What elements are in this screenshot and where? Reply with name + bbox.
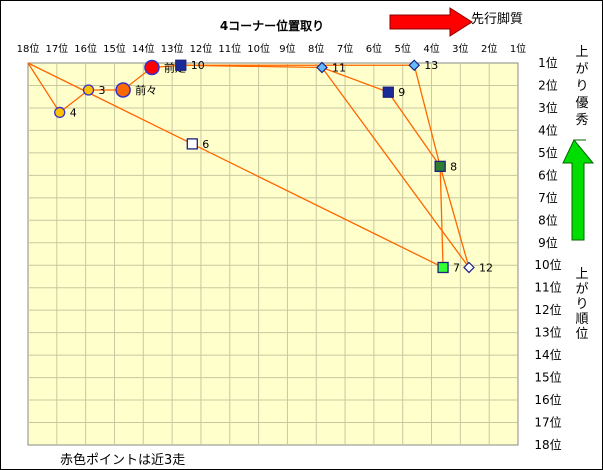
x-tick-label: 5位 [395, 42, 411, 55]
data-point [175, 59, 187, 71]
y-tick-label: 8位 [538, 212, 558, 227]
svg-text:上: 上 [575, 267, 588, 282]
x-tick-label: 16位 [74, 42, 97, 55]
y-tick-label: 12位 [534, 302, 561, 317]
x-tick-label: 7位 [337, 42, 353, 55]
y-tick-label: 14位 [534, 347, 561, 362]
y-tick-label: 11位 [534, 280, 561, 295]
x-tick-label: 11位 [218, 42, 241, 55]
arrow-right-icon [389, 7, 473, 37]
x-tick-label: 4位 [423, 42, 439, 55]
y-tick-label: 17位 [534, 415, 561, 430]
chart-title: 4コーナー位置取り [220, 18, 324, 33]
data-point [463, 261, 475, 274]
arrow-up-icon [562, 139, 595, 241]
x-tick-label: 17位 [45, 42, 68, 55]
data-point-label: 8 [450, 160, 457, 173]
y-tick-label: 5位 [538, 145, 558, 160]
data-point [115, 82, 131, 98]
svg-text:が: が [575, 282, 588, 297]
y-tick-label: 1位 [538, 55, 558, 70]
y-tick-label: 18位 [534, 437, 561, 452]
svg-text:秀: 秀 [575, 113, 588, 128]
y-tick-label: 4位 [538, 122, 558, 137]
data-point-label: 11 [332, 61, 346, 74]
x-tick-label: 15位 [103, 42, 126, 55]
data-point [408, 59, 421, 72]
y-tick-label: 6位 [538, 167, 558, 182]
y-tick-label: 2位 [538, 77, 558, 92]
x-tick-label: 1位 [510, 42, 526, 55]
data-point-label: 13 [424, 59, 438, 72]
data-point [54, 106, 66, 119]
data-point [382, 86, 394, 98]
data-point-label: 3 [99, 84, 106, 97]
data-point [144, 59, 160, 76]
y-tick-label: 10位 [534, 257, 561, 272]
y-tick-label: 13位 [534, 325, 561, 340]
svg-text:位: 位 [575, 327, 588, 342]
svg-text:り: り [575, 79, 588, 94]
y-tick-label: 3位 [538, 100, 558, 115]
data-point-label: 10 [191, 59, 205, 72]
data-point-label: 12 [479, 261, 493, 274]
x-tick-label: 8位 [308, 42, 324, 55]
x-tick-label: 12位 [190, 42, 213, 55]
svg-text:り: り [575, 297, 588, 312]
x-tick-label: 14位 [132, 42, 155, 55]
x-tick-label: 18位 [17, 42, 40, 55]
x-axis-label: 先行脚質 [471, 11, 523, 27]
data-point [434, 160, 446, 173]
y-tick-label: 9位 [538, 235, 558, 250]
x-tick-label: 2位 [481, 42, 497, 55]
data-point [316, 61, 328, 74]
data-point-label: 9 [398, 86, 405, 99]
data-point-label: 前々 [135, 83, 157, 97]
x-tick-label: 3位 [452, 42, 468, 55]
data-point [186, 138, 198, 150]
svg-text:上: 上 [575, 45, 588, 60]
data-point-label: 4 [70, 106, 77, 119]
svg-text:優: 優 [575, 96, 588, 111]
chart-footnote: 赤色ポイントは近3走 [60, 452, 185, 468]
data-point-label: 6 [202, 138, 209, 151]
x-tick-label: 13位 [161, 42, 184, 55]
data-point [82, 84, 95, 96]
x-tick-label: 6位 [366, 42, 382, 55]
x-tick-label: 9位 [279, 42, 295, 55]
x-tick-label: 10位 [247, 42, 270, 55]
y-tick-label: 15位 [534, 370, 561, 385]
svg-text:順: 順 [575, 312, 588, 327]
y-tick-label: 7位 [538, 190, 558, 205]
data-point-label: 7 [453, 261, 460, 274]
data-point [437, 261, 449, 274]
svg-text:が: が [575, 62, 588, 77]
plot-area [27, 62, 519, 446]
y-tick-label: 16位 [534, 392, 561, 407]
